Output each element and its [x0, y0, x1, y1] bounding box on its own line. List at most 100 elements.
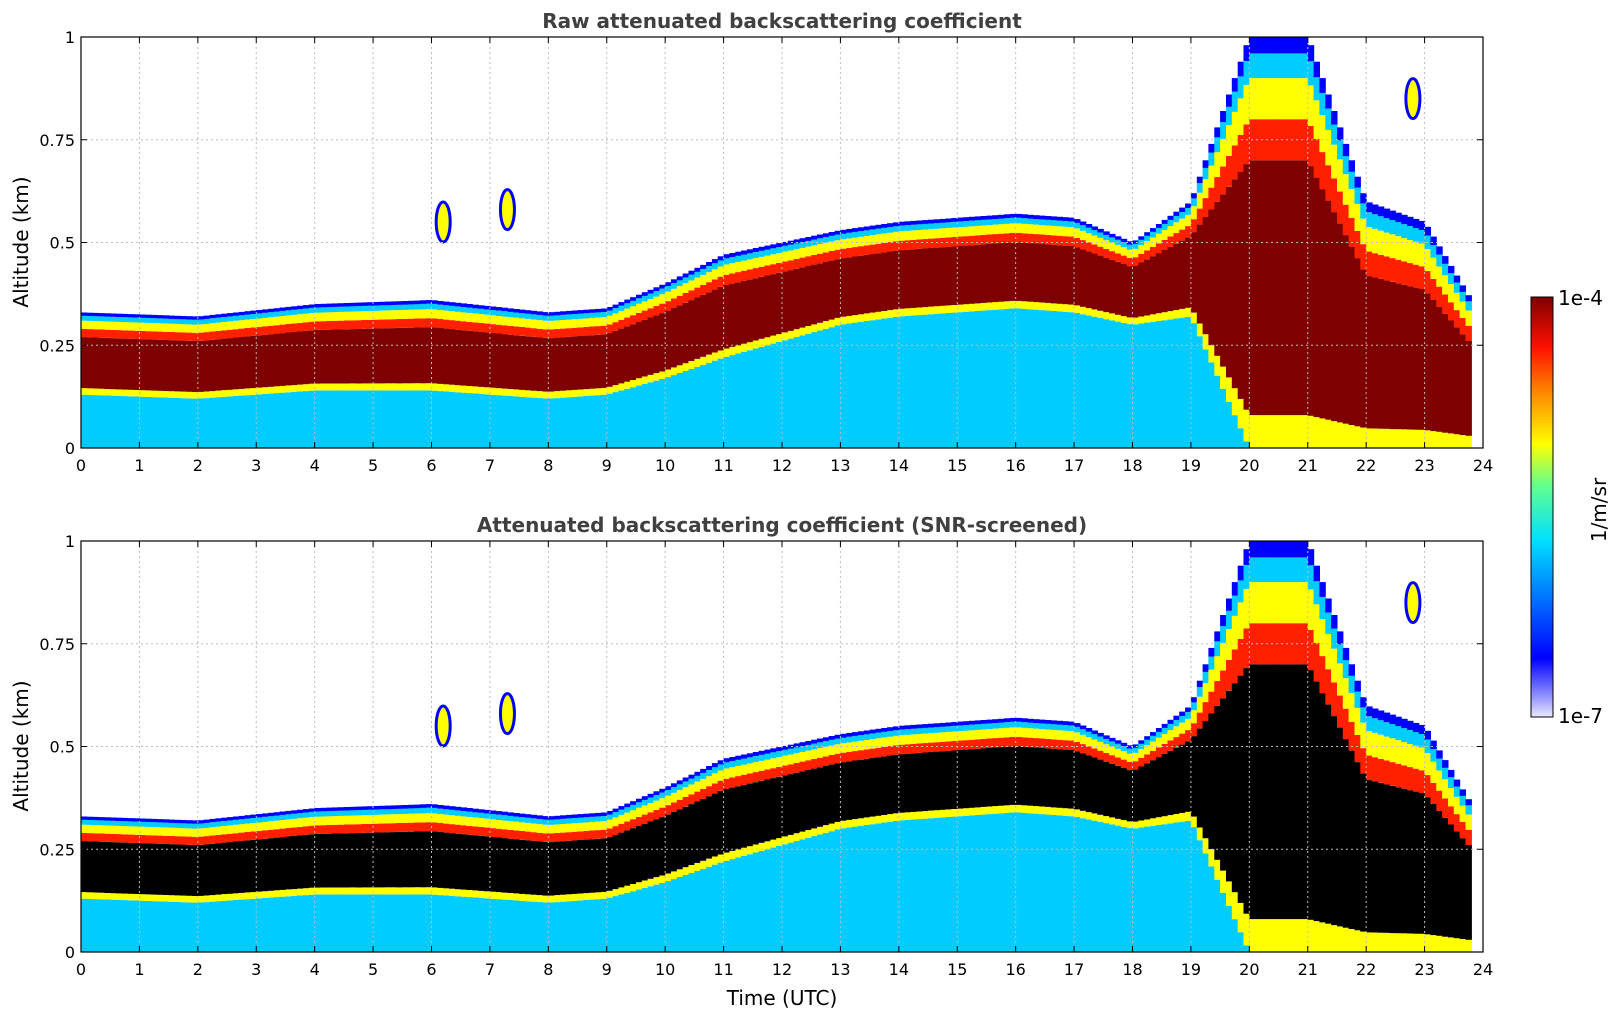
heatmap-cell-layer-core	[361, 328, 368, 384]
heatmap-cell-layer-upper-cyan	[776, 751, 783, 757]
heatmap-cell-layer-base-edge	[530, 894, 538, 902]
heatmap-cell-layer-core	[1044, 244, 1052, 303]
heatmap-cell-layer-top-edge	[466, 808, 473, 812]
heatmap-cell-layer-upper-yellow	[326, 816, 333, 825]
heatmap-cell-layer-top-edge	[449, 806, 456, 810]
heatmap-cell-layer-upper-yellow	[828, 241, 836, 251]
heatmap-cell-layer-upper-yellow	[104, 321, 111, 330]
heatmap-cell-layer-upper-cyan	[548, 315, 555, 321]
heatmap-cell-layer-core	[525, 336, 532, 391]
heatmap-cell-layer-base-edge	[641, 376, 649, 384]
heatmap-cell-layer-base-edge	[221, 390, 228, 397]
heatmap-cell-layer-core	[390, 328, 397, 384]
heatmap-cell-layer-upper-yellow	[1068, 731, 1075, 741]
heatmap-cell-layer-top-edge	[291, 306, 298, 310]
heatmap-cell-layer-top-edge	[922, 724, 929, 728]
heatmap-cell-layer-upper-yellow	[1337, 159, 1344, 192]
heatmap-cell-layer-upper-yellow	[162, 827, 170, 836]
heatmap-cell-layer-upper-red	[367, 319, 374, 329]
heatmap-cell-surface-layer	[145, 396, 152, 448]
heatmap-cell-layer-base-edge	[279, 385, 286, 393]
heatmap-cell-surface-layer	[571, 900, 579, 952]
heatmap-cell-layer-upper-cyan	[869, 229, 876, 236]
heatmap-cell-surface-layer	[162, 397, 170, 448]
heatmap-cell-layer-base-edge	[875, 815, 882, 824]
heatmap-cell-layer-upper-red	[922, 239, 929, 249]
heatmap-cell-layer-upper-yellow	[1021, 727, 1028, 738]
heatmap-cell-layer-base-edge	[589, 388, 596, 396]
heatmap-cell-surface-layer	[893, 316, 900, 448]
heatmap-cell-layer-core	[1050, 748, 1058, 808]
heatmap-cell-layer-upper-red	[1226, 660, 1233, 691]
heatmap-cell-layer-base-edge	[787, 834, 795, 843]
heatmap-cell-layer-upper-yellow	[1173, 726, 1180, 738]
heatmap-cell-layer-upper-red	[787, 764, 795, 775]
heatmap-cell-layer-top-edge	[542, 312, 549, 316]
heatmap-cell-surface-layer	[472, 897, 479, 952]
heatmap-cell-layer-upper-yellow	[671, 792, 678, 803]
heatmap-cell-layer-upper-red	[209, 835, 216, 844]
heatmap-cell-layer-core	[180, 844, 187, 896]
heatmap-cell-layer-core	[1395, 787, 1402, 934]
heatmap-cell-layer-base-edge	[618, 887, 625, 895]
heatmap-cell-layer-top-edge	[1272, 541, 1280, 558]
heatmap-cell-layer-top-edge	[1220, 111, 1227, 123]
heatmap-cell-layer-upper-cyan	[1079, 729, 1087, 735]
heatmap-cell-layer-base-edge	[741, 847, 748, 856]
heatmap-cell-surface-layer	[1202, 853, 1209, 952]
heatmap-cell-layer-upper-red	[612, 826, 619, 835]
heatmap-cell-layer-top-edge	[1074, 219, 1081, 223]
heatmap-cell-surface-layer	[81, 394, 88, 448]
heatmap-cell-layer-upper-yellow	[297, 818, 304, 827]
heatmap-cell-layer-upper-cyan	[332, 306, 339, 313]
heatmap-cell-surface-layer	[980, 310, 987, 448]
heatmap-cell-layer-upper-yellow	[723, 264, 730, 275]
heatmap-cell-layer-upper-yellow	[1307, 589, 1315, 630]
heatmap-cell-layer-upper-red	[951, 741, 958, 751]
heatmap-cell-layer-base-edge	[1155, 817, 1163, 825]
heatmap-cell-layer-upper-cyan	[717, 260, 725, 267]
heatmap-cell-layer-core	[589, 839, 596, 893]
heatmap-cell-layer-core	[1091, 253, 1098, 310]
heatmap-cell-layer-core	[1150, 760, 1157, 819]
heatmap-cell-layer-base-edge	[1220, 870, 1227, 893]
heatmap-cell-layer-upper-red	[1377, 254, 1385, 279]
heatmap-cell-layer-base-edge	[980, 807, 987, 815]
heatmap-cell-layer-upper-yellow	[1272, 78, 1280, 120]
heatmap-cell-layer-upper-red	[1120, 255, 1128, 264]
heatmap-cell-layer-upper-red	[904, 744, 912, 754]
heatmap-cell-layer-upper-cyan	[1249, 53, 1256, 79]
heatmap-cell-layer-upper-cyan	[285, 814, 292, 820]
heatmap-cell-layer-top-edge	[805, 237, 812, 241]
heatmap-cell-layer-core	[928, 248, 935, 307]
heatmap-cell-layer-upper-yellow	[1079, 734, 1087, 745]
heatmap-cell-layer-base-edge	[1418, 933, 1426, 952]
heatmap-cell-layer-upper-yellow	[437, 814, 444, 823]
heatmap-cell-layer-core	[1296, 664, 1303, 920]
heatmap-cell-layer-upper-yellow	[583, 318, 590, 327]
heatmap-cell-surface-layer	[174, 398, 181, 448]
heatmap-cell-layer-core	[507, 838, 514, 893]
heatmap-cell-layer-upper-cyan	[1202, 167, 1209, 180]
heatmap-cell-layer-upper-cyan	[419, 808, 427, 814]
heatmap-cell-surface-layer	[443, 895, 450, 952]
heatmap-cell-layer-upper-cyan	[1050, 724, 1058, 730]
heatmap-cell-layer-base-edge	[1050, 807, 1058, 815]
heatmap-cell-layer-upper-yellow	[636, 303, 643, 313]
heatmap-cell-surface-layer	[314, 894, 322, 952]
heatmap-cell-surface-layer	[501, 899, 508, 952]
heatmap-cell-layer-core	[1337, 223, 1344, 423]
heatmap-cell-layer-top-edge	[933, 219, 941, 224]
heatmap-cell-layer-upper-red	[1418, 770, 1426, 793]
heatmap-cell-layer-top-edge	[571, 310, 579, 314]
heatmap-cell-layer-base-edge	[1132, 821, 1139, 829]
heatmap-cell-layer-upper-cyan	[641, 799, 649, 806]
heatmap-cell-layer-upper-yellow	[507, 317, 514, 326]
heatmap-cell-surface-layer	[793, 841, 801, 952]
heatmap-cell-layer-core	[665, 310, 672, 370]
heatmap-cell-layer-upper-yellow	[1167, 730, 1174, 741]
heatmap-cell-layer-core	[571, 840, 579, 894]
heatmap-cell-layer-core	[133, 339, 140, 390]
heatmap-cell-surface-layer	[1214, 375, 1221, 448]
heatmap-cell-layer-upper-yellow	[828, 745, 836, 755]
